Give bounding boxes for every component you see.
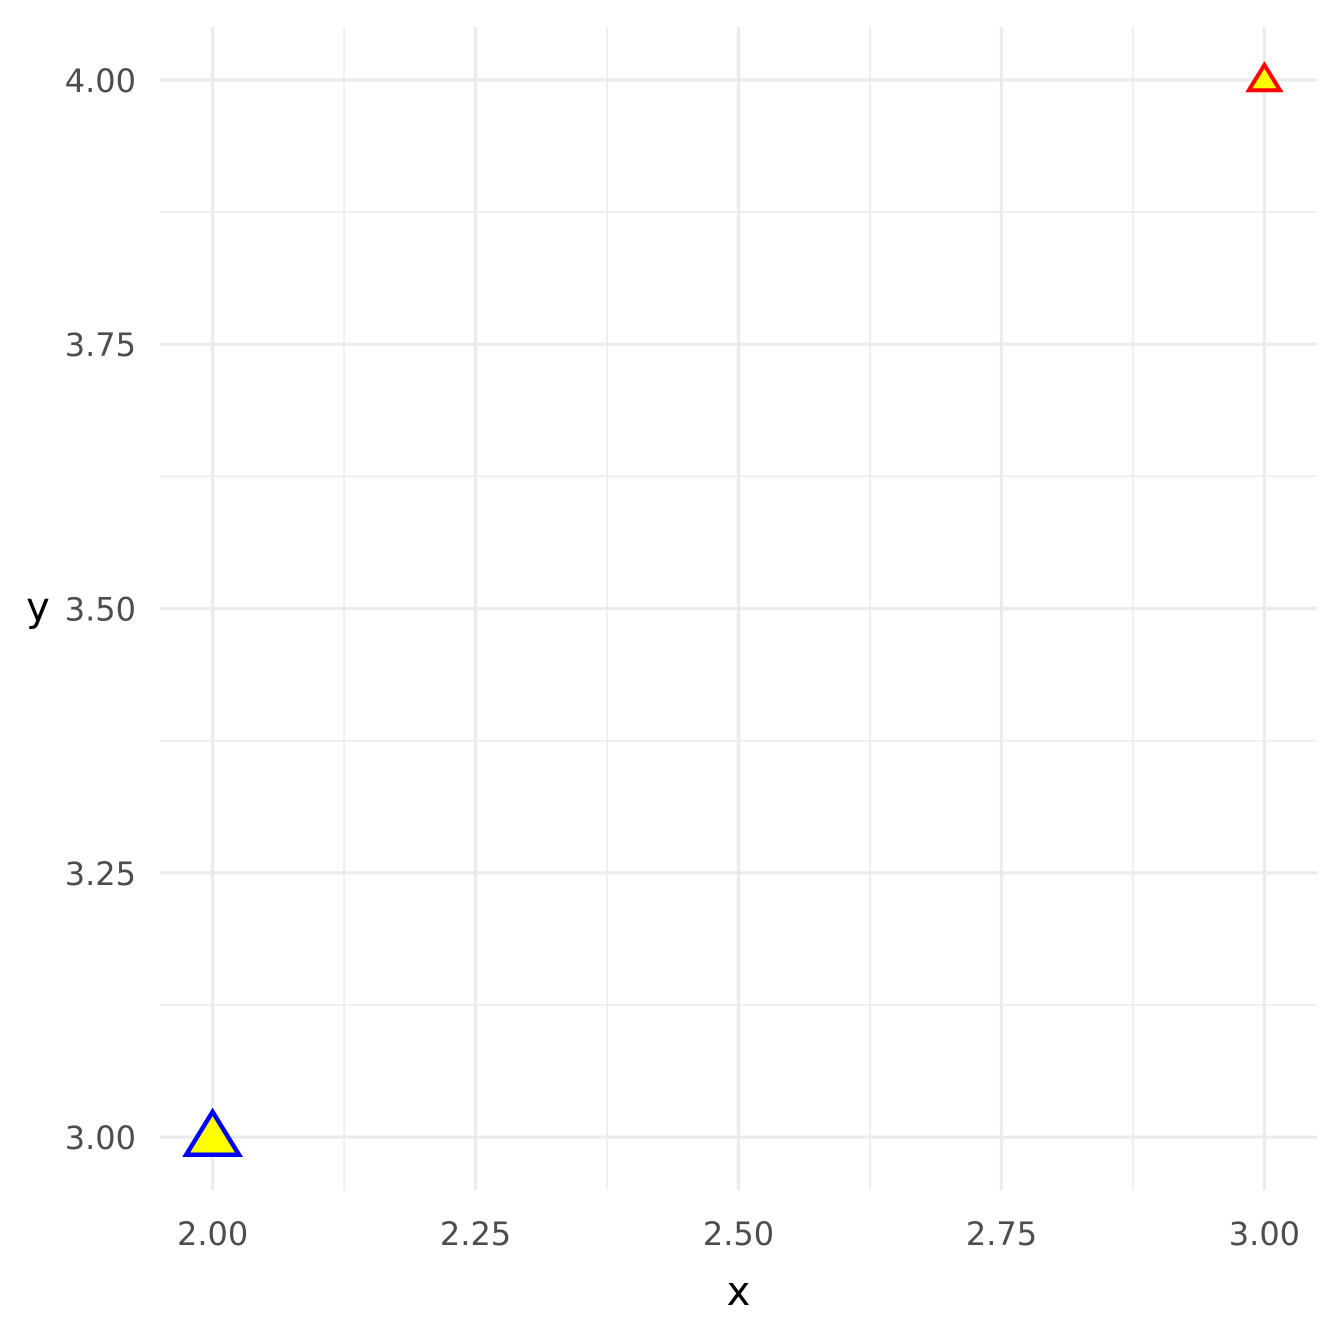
data-point-triangle-1 [1245,61,1284,93]
x-tick-label: 2.50 [703,1215,774,1253]
y-tick-label: 3.00 [65,1119,136,1157]
y-tick-label: 3.25 [65,855,136,893]
x-axis-ticks: 2.00 2.25 2.50 2.75 3.00 [177,1215,1300,1253]
data-point-triangle-0 [182,1107,244,1157]
y-tick-label: 4.00 [65,62,136,100]
y-axis-ticks: 3.00 3.25 3.50 3.75 4.00 [65,62,136,1157]
x-axis-title: x [727,1269,751,1315]
y-tick-label: 3.75 [65,326,136,364]
x-tick-label: 2.00 [177,1215,248,1253]
x-tick-label: 2.25 [440,1215,511,1253]
y-tick-label: 3.50 [65,591,136,629]
data-points [182,61,1284,1157]
y-axis-title: y [26,585,50,631]
x-tick-label: 2.75 [966,1215,1037,1253]
major-gridlines [160,27,1317,1190]
x-tick-label: 3.00 [1229,1215,1300,1253]
